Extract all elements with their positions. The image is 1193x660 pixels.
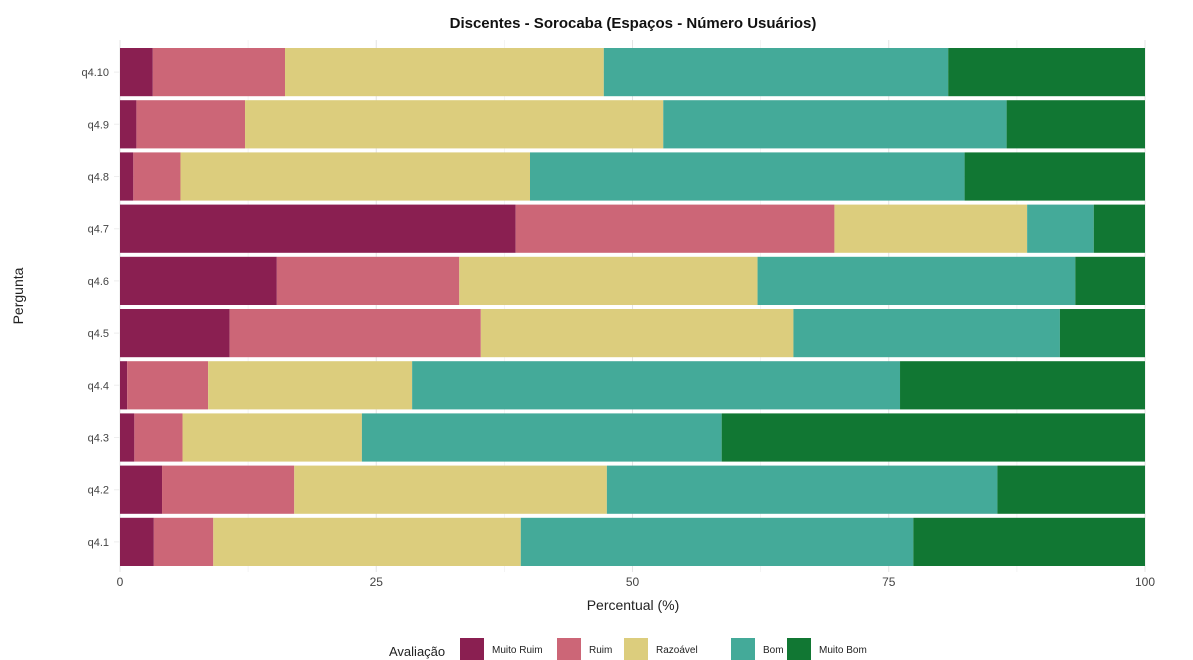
bar-q4.2-razo-vel	[294, 465, 607, 514]
bar-q4.6-muito-ruim	[120, 256, 277, 305]
x-tick-label: 50	[626, 575, 640, 589]
bar-q4.7-razo-vel	[834, 204, 1028, 253]
bar-q4.7-bom	[1027, 204, 1094, 253]
legend-label: Ruim	[589, 645, 612, 656]
y-tick-labels: q4.10 q4.9 q4.8 q4.7 q4.6 q4.5 q4.4 q4.3 q4.2 q4.…	[81, 67, 109, 549]
x-axis-title: Percentual (%)	[587, 597, 680, 613]
bar-q4.2-ruim	[162, 465, 295, 514]
bar-q4.4-razo-vel	[208, 361, 413, 410]
legend-key-bom	[731, 638, 755, 660]
bar-q4.7-ruim	[515, 204, 835, 253]
legend-title: Avaliação	[389, 644, 445, 659]
legend-key-muito-bom	[787, 638, 811, 660]
bar-q4.4-muito-bom	[900, 361, 1145, 410]
bar-q4.8-bom	[530, 152, 965, 201]
bar-q4.3-muito-ruim	[120, 413, 135, 462]
x-tick-label: 75	[882, 575, 896, 589]
bar-q4.3-ruim	[134, 413, 183, 462]
bar-q4.4-bom	[412, 361, 901, 410]
bar-q4.9-muito-bom	[1006, 100, 1145, 149]
bar-q4.9-muito-ruim	[120, 100, 137, 149]
bar-q4.4-ruim	[127, 361, 209, 410]
bar-q4.8-razo-vel	[180, 152, 530, 201]
bar-q4.1-muito-ruim	[120, 517, 154, 566]
bar-q4.5-razo-vel	[480, 309, 794, 358]
x-tick-label: 0	[117, 575, 124, 589]
y-axis-title: Pergunta	[10, 267, 26, 324]
bar-q4.6-bom	[757, 256, 1076, 305]
y-tick-label: q4.1	[88, 537, 109, 549]
bar-q4.8-muito-ruim	[120, 152, 134, 201]
y-tick-label: q4.3	[88, 433, 109, 445]
bar-q4.3-bom	[361, 413, 722, 462]
bar-q4.2-muito-ruim	[120, 465, 163, 514]
legend-label: Muito Ruim	[492, 645, 543, 656]
bar-q4.9-bom	[663, 100, 1007, 149]
y-tick-label: q4.9	[88, 119, 109, 131]
x-tick-labels: 0 25 50 75 100	[117, 575, 1156, 589]
legend-key-ruim	[557, 638, 581, 660]
y-tick-label: q4.4	[88, 380, 109, 392]
legend-key-muito-ruim	[460, 638, 484, 660]
bar-q4.6-ruim	[276, 256, 460, 305]
bar-q4.7-muito-ruim	[120, 204, 516, 253]
bar-q4.9-ruim	[136, 100, 246, 149]
bar-q4.8-ruim	[133, 152, 181, 201]
bar-q4.7-muito-bom	[1093, 204, 1145, 253]
bar-q4.6-razo-vel	[459, 256, 758, 305]
bar-q4.3-razo-vel	[182, 413, 362, 462]
y-tick-label: q4.2	[88, 485, 109, 497]
legend-key-razo-vel	[624, 638, 648, 660]
bar-q4.10-muito-bom	[948, 48, 1145, 97]
bar-q4.4-muito-ruim	[120, 361, 128, 410]
bar-q4.6-muito-bom	[1075, 256, 1145, 305]
y-tick-label: q4.10	[81, 67, 109, 79]
bar-q4.5-bom	[793, 309, 1060, 358]
legend-label: Razoável	[656, 645, 698, 656]
bar-q4.2-muito-bom	[997, 465, 1145, 514]
chart-title: Discentes - Sorocaba (Espaços - Número U…	[450, 15, 817, 32]
bar-q4.10-bom	[603, 48, 949, 97]
bar-q4.5-muito-ruim	[120, 309, 230, 358]
y-tick-label: q4.5	[88, 328, 109, 340]
bar-q4.10-muito-ruim	[120, 48, 153, 97]
y-tick-label: q4.8	[88, 172, 109, 184]
legend-label: Muito Bom	[819, 645, 867, 656]
x-tick-label: 25	[370, 575, 384, 589]
bars-group	[120, 48, 1145, 566]
bar-q4.3-muito-bom	[721, 413, 1145, 462]
bar-q4.1-razo-vel	[213, 517, 521, 566]
bar-q4.5-muito-bom	[1059, 309, 1145, 358]
bar-q4.10-razo-vel	[285, 48, 604, 97]
legend-label: Bom	[763, 645, 784, 656]
bar-q4.8-muito-bom	[964, 152, 1145, 201]
y-tick-label: q4.7	[88, 224, 109, 236]
y-tick-label: q4.6	[88, 276, 109, 288]
bar-q4.1-bom	[520, 517, 914, 566]
legend: Avaliação Muito Ruim Ruim Razoável Bom Muito…	[389, 638, 867, 660]
bar-q4.1-muito-bom	[913, 517, 1145, 566]
bar-q4.10-ruim	[152, 48, 286, 97]
bar-q4.5-ruim	[229, 309, 481, 358]
x-tick-label: 100	[1135, 575, 1155, 589]
bar-q4.2-bom	[606, 465, 998, 514]
bar-q4.9-razo-vel	[245, 100, 664, 149]
bar-q4.1-ruim	[153, 517, 214, 566]
